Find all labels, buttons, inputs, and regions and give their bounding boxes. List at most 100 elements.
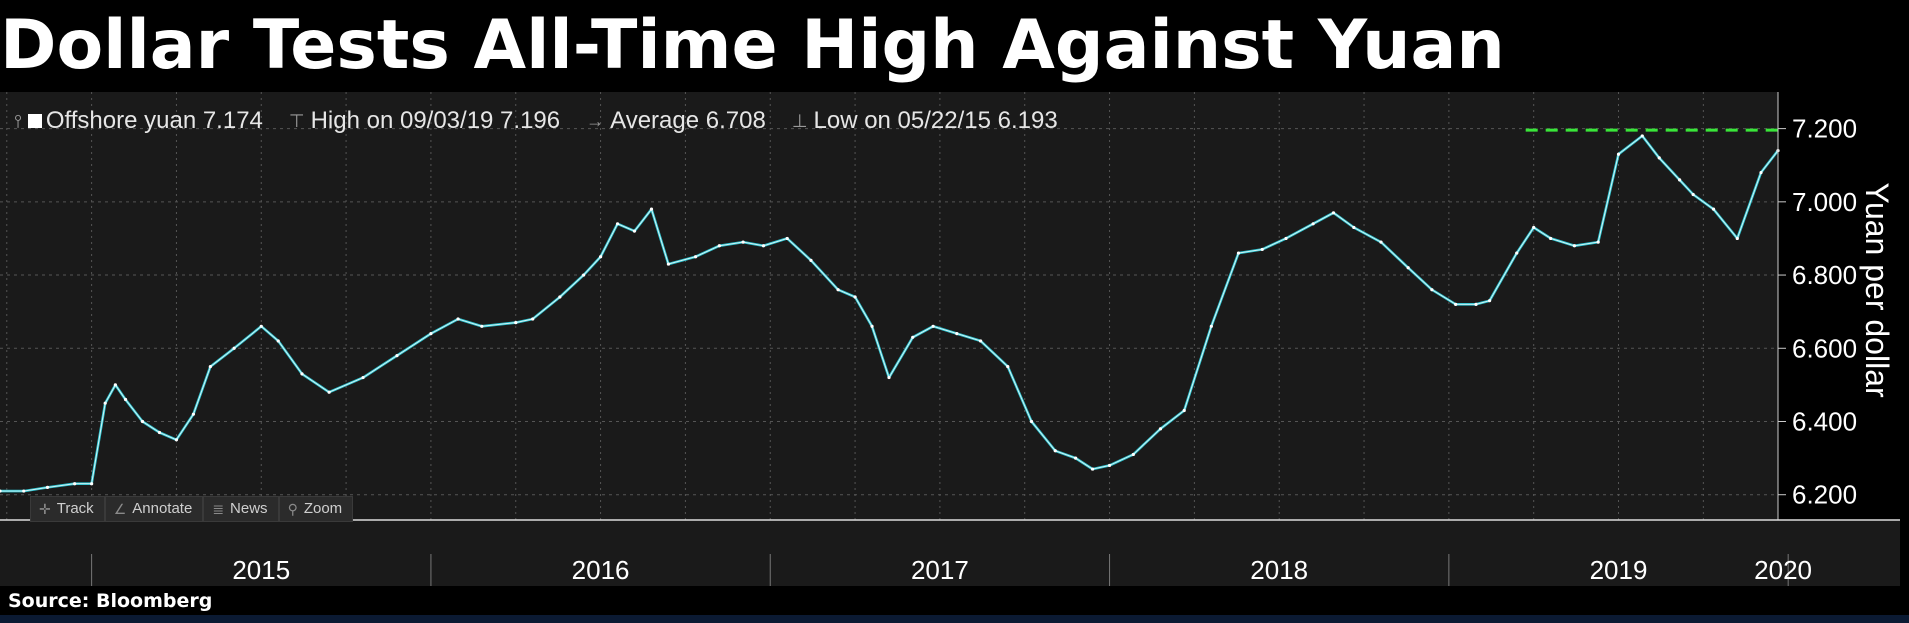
data-point xyxy=(1487,299,1492,303)
data-point xyxy=(1759,170,1763,175)
data-point xyxy=(558,295,562,299)
news-icon: ≣ xyxy=(212,501,225,517)
data-point xyxy=(157,430,162,435)
data-point xyxy=(582,273,586,277)
x-axis-band xyxy=(0,520,1900,586)
zoom-button[interactable]: ⚲ Zoom xyxy=(278,496,354,522)
data-point xyxy=(208,364,212,369)
data-point xyxy=(232,346,236,350)
pencil-icon: ∠ xyxy=(113,501,127,517)
annotate-button[interactable]: ∠ Annotate xyxy=(104,496,204,522)
data-point xyxy=(1532,225,1536,230)
x-tick-label: 2020 xyxy=(1754,555,1812,585)
legend-item-high[interactable]: ⊤ High on 09/03/19 7.196 xyxy=(289,107,560,135)
data-point xyxy=(1090,467,1095,471)
data-point xyxy=(785,236,789,241)
series-swatch xyxy=(27,114,42,128)
data-point xyxy=(1379,240,1383,244)
data-point xyxy=(140,419,145,424)
data-point xyxy=(1107,463,1112,468)
data-point xyxy=(103,401,107,405)
data-point xyxy=(1657,156,1661,160)
data-point xyxy=(1006,364,1010,369)
high-marker-icon: ⊤ xyxy=(288,110,305,131)
legend-item-last[interactable]: ⫯ Offshore yuan 7.174 xyxy=(14,107,263,135)
data-point xyxy=(1691,192,1695,197)
data-point xyxy=(90,482,94,486)
x-tick-label: 2017 xyxy=(911,555,969,585)
source-note: Source: Bloomberg xyxy=(8,590,213,612)
data-point xyxy=(45,485,50,489)
y-tick-label: 6.400 xyxy=(1792,406,1857,436)
data-point xyxy=(741,240,745,244)
x-tick-label: 2016 xyxy=(572,555,630,585)
x-tick-label: 2015 xyxy=(232,555,290,585)
data-point xyxy=(1711,207,1716,211)
chart-toolbar: ✛ Track ∠ Annotate ≣ News ⚲ Zoom xyxy=(30,496,354,522)
data-point xyxy=(1616,152,1621,156)
data-point xyxy=(276,339,280,343)
data-point xyxy=(1352,225,1356,230)
data-point xyxy=(327,390,331,394)
data-point xyxy=(1515,251,1519,255)
data-point xyxy=(1596,240,1600,244)
crosshair-icon: ✛ xyxy=(39,501,51,517)
legend-item-average[interactable]: → Average 6.708 xyxy=(586,107,766,135)
data-point xyxy=(1074,456,1078,460)
data-point xyxy=(1406,266,1410,270)
news-button[interactable]: ≣ News xyxy=(203,496,279,522)
legend-item-low[interactable]: ⊥ Low on 05/22/15 6.193 xyxy=(792,107,1058,135)
bottom-strip xyxy=(0,615,1909,623)
data-point xyxy=(300,372,304,376)
news-label: News xyxy=(230,500,268,517)
y-tick-label: 7.000 xyxy=(1792,187,1857,217)
data-point xyxy=(615,222,620,226)
legend-label: High on 09/03/19 7.196 xyxy=(310,107,561,134)
annotate-label: Annotate xyxy=(132,500,193,517)
data-point xyxy=(1260,247,1264,252)
data-point xyxy=(1572,244,1577,248)
zoom-label: Zoom xyxy=(303,500,343,517)
data-point xyxy=(598,255,603,259)
data-point xyxy=(1158,427,1163,431)
data-point xyxy=(1430,288,1434,292)
y-tick-label: 6.800 xyxy=(1792,260,1857,290)
data-point xyxy=(955,332,959,336)
data-point xyxy=(480,324,484,328)
data-point xyxy=(761,244,766,248)
data-point xyxy=(395,353,399,358)
data-point xyxy=(666,262,671,266)
data-point xyxy=(0,489,2,493)
data-point xyxy=(1209,324,1213,328)
track-label: Track xyxy=(56,500,94,517)
data-point xyxy=(1735,236,1739,241)
legend: ⫯ Offshore yuan 7.174 ⊤ High on 09/03/19… xyxy=(14,106,1084,136)
data-point xyxy=(73,482,77,486)
data-point xyxy=(113,383,117,387)
magnifier-icon: ⚲ xyxy=(287,501,298,517)
data-point xyxy=(1053,449,1057,453)
data-point xyxy=(429,332,433,336)
data-point xyxy=(259,324,263,328)
chart-title: Dollar Tests All-Time High Against Yuan xyxy=(0,6,1505,85)
track-button[interactable]: ✛ Track xyxy=(30,496,105,522)
bar-icon: ⫯ xyxy=(14,110,22,131)
data-point xyxy=(514,321,518,325)
y-axis-label: Yuan per dollar xyxy=(1859,182,1895,398)
x-tick-label: 2018 xyxy=(1250,555,1308,585)
data-point xyxy=(1131,452,1135,457)
data-point xyxy=(531,317,535,321)
data-point xyxy=(191,412,196,416)
data-point xyxy=(931,324,935,328)
series-line-highlight xyxy=(0,135,1779,492)
data-point xyxy=(1331,211,1336,215)
data-point xyxy=(717,244,721,248)
data-point xyxy=(809,258,813,263)
data-point xyxy=(361,375,365,380)
data-point xyxy=(836,288,840,292)
data-point xyxy=(911,335,915,339)
x-tick-label: 2019 xyxy=(1590,555,1648,585)
legend-label: Offshore yuan 7.174 xyxy=(45,107,263,134)
data-point xyxy=(853,295,857,299)
